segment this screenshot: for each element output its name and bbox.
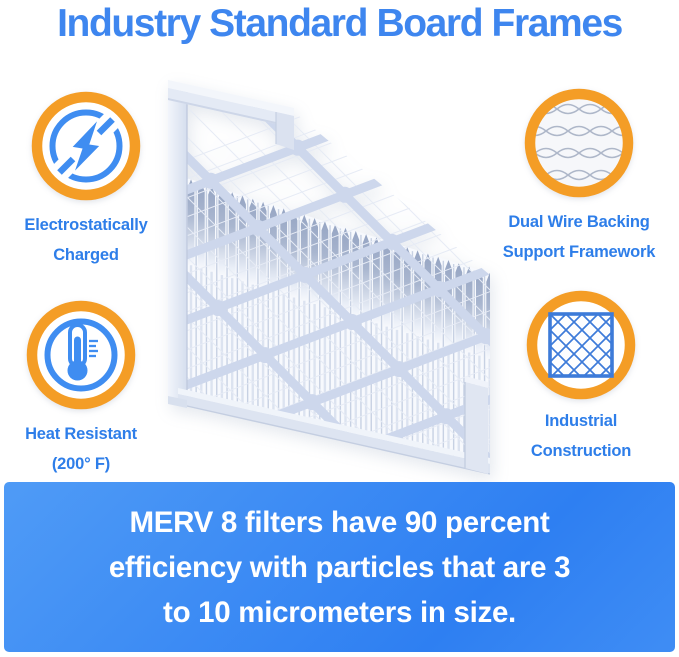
merv-info-banner: MERV 8 filters have 90 percent efficienc… [4, 482, 675, 652]
pleated-air-filter-3d-illustration [168, 80, 491, 475]
thermometer-icon [26, 300, 136, 410]
lightning-bolt-circle-icon [31, 91, 141, 201]
feature-label: Electrostatically Charged [24, 216, 148, 264]
feature-electrostatically-charged: Electrostatically Charged [0, 90, 172, 270]
feature-dual-wire-backing: Dual Wire Backing Support Framework [485, 87, 673, 267]
banner-line: to 10 micrometers in size. [163, 595, 516, 629]
diamond-lattice-grid-icon [526, 290, 636, 400]
feature-label: Heat Resistant (200° F) [25, 425, 137, 473]
feature-industrial-construction: Industrial Construction [489, 289, 673, 466]
page-title: Industry Standard Board Frames [57, 2, 623, 45]
wire-mesh-photo-icon [524, 88, 634, 198]
feature-label: Dual Wire Backing Support Framework [502, 213, 656, 261]
feature-heat-resistant: Heat Resistant (200° F) [0, 299, 162, 479]
banner-line: MERV 8 filters have 90 percent [129, 505, 550, 539]
banner-line: efficiency with particles that are 3 [108, 550, 571, 584]
feature-label: Industrial Construction [530, 412, 632, 460]
